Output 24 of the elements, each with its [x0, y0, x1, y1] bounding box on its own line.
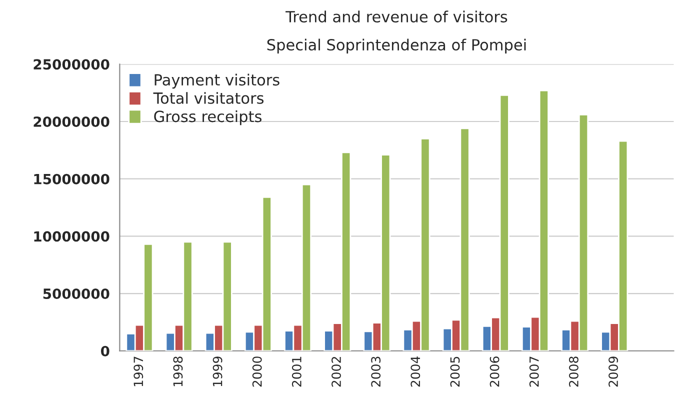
legend-label: Gross receipts	[154, 110, 262, 126]
x-tick-label: 2008	[568, 356, 578, 387]
x-tick-label: 1997	[134, 356, 144, 386]
x-tick-label: 2003	[371, 356, 381, 387]
y-tick-label: 5000000	[43, 288, 110, 300]
chart-title: Trend and revenue of visitors	[286, 10, 508, 22]
y-tick-label: 25000000	[34, 59, 110, 70]
x-tick-label: 2004	[410, 356, 420, 387]
x-tick-label: 2001	[292, 356, 302, 387]
legend-label: Total visitators	[153, 92, 264, 104]
y-tick-label: 15000000	[34, 174, 110, 184]
x-tick-label: 2009	[608, 356, 618, 387]
y-tick-label: 0	[100, 346, 110, 356]
y-tick-label: 20000000	[34, 116, 110, 127]
legend-label: Payment visitors	[154, 74, 280, 89]
x-tick-label: 1999	[212, 356, 222, 386]
x-tick-label: 2006	[490, 356, 500, 387]
x-tick-label: 1998	[173, 356, 183, 386]
x-tick-label: 2005	[450, 356, 460, 387]
y-tick-label: 10000000	[34, 231, 110, 242]
chart-subtitle: Special Soprintendenza of Pompei	[267, 38, 526, 54]
x-tick-label: 2002	[332, 356, 341, 387]
x-tick-label: 2007	[529, 356, 539, 387]
x-tick-label: 2000	[252, 356, 262, 387]
